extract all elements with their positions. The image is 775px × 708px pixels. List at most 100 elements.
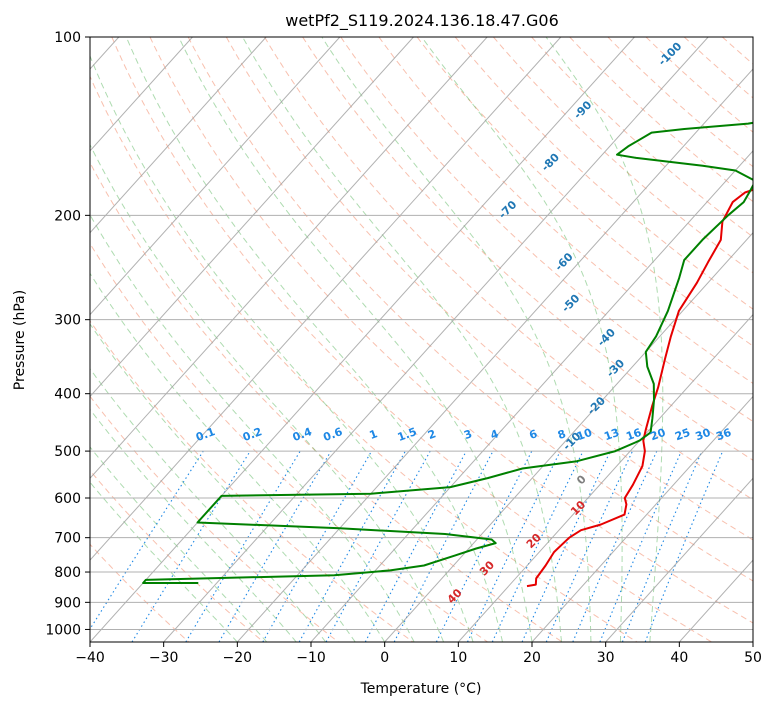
isotherm-line [310, 150, 753, 642]
mixing-ratio-line [298, 450, 406, 642]
mixing-ratio-label: 0.1 [194, 425, 217, 444]
isotherm-line [163, 37, 709, 642]
isotherm-line [90, 37, 488, 480]
isotherm-line [90, 37, 341, 316]
mixing-ratio-label: 10 [575, 426, 594, 444]
dry-adiabat [90, 242, 488, 642]
mixing-ratio-line [435, 450, 533, 642]
isotherm-line [90, 37, 562, 561]
isotherm-line [605, 477, 753, 642]
x-tick-label: 30 [597, 650, 615, 666]
isotherm-line [752, 641, 753, 642]
mixing-ratio-label: 2 [426, 427, 438, 442]
mixing-ratio-label: 30 [694, 426, 713, 444]
moist-adiabat [242, 37, 562, 642]
dry-adiabat [90, 543, 190, 642]
isotherm-label: -100 [656, 39, 685, 68]
mixing-ratio-label: 0.2 [241, 425, 264, 444]
y-tick-label: 400 [54, 387, 81, 403]
y-tick-label: 800 [54, 565, 81, 581]
temperature-line [526, 188, 753, 588]
dry-adiabat [378, 37, 753, 385]
mixing-ratio-line [325, 450, 431, 642]
moist-adiabat [90, 367, 327, 642]
dry-adiabat [416, 37, 753, 347]
moist-adiabat [90, 272, 386, 642]
y-tick-label: 600 [54, 491, 81, 507]
y-tick-label: 1000 [45, 622, 81, 638]
moist-adiabat [90, 323, 356, 642]
dewpoint-line [142, 121, 753, 584]
mixing-ratio-label: 6 [527, 427, 539, 442]
y-tick-label: 900 [54, 595, 81, 611]
mixing-ratio-line [185, 450, 301, 642]
isotherm-label: 0 [574, 472, 589, 487]
dry-adiabat [90, 469, 264, 642]
isotherm-line [531, 395, 753, 642]
isotherm-label: -50 [559, 291, 582, 314]
mixing-ratio-line [393, 450, 494, 642]
mixing-ratio-label: 4 [489, 427, 501, 442]
isotherm-label: -80 [539, 150, 562, 173]
isotherm-line [90, 37, 414, 398]
x-tick-label: 50 [744, 650, 762, 666]
y-axis-label: Pressure (hPa) [12, 290, 28, 390]
isotherm-line [90, 37, 635, 642]
mixing-ratio-line [467, 450, 561, 642]
moist-adiabat [178, 37, 533, 642]
dry-adiabat [761, 37, 775, 642]
dry-adiabat [90, 75, 638, 642]
dry-adiabat [454, 37, 753, 310]
mixing-ratio-line [364, 450, 467, 642]
isotherm-line [90, 37, 267, 234]
dry-adiabat [90, 320, 414, 642]
x-tick-label: 10 [449, 650, 467, 666]
dry-adiabat [340, 37, 753, 423]
moist-adiabat [90, 481, 238, 642]
mixing-ratio-line [491, 450, 584, 642]
mixing-ratio-line [599, 450, 682, 642]
background-lines [90, 37, 775, 642]
axis-ticks: −40 −30 −20 −10 0 10 20 30 40 5010020030040050060… [45, 30, 762, 666]
sounding-series [142, 121, 753, 588]
moist-adiabat [90, 446, 268, 642]
x-tick-label: 40 [670, 650, 688, 666]
x-tick-label: −10 [296, 650, 326, 666]
mixing-ratio-line [521, 450, 611, 642]
isotherm-line [457, 313, 753, 642]
x-tick-label: −20 [223, 650, 253, 666]
mixing-ratio-label: 36 [714, 426, 733, 444]
moist-adiabat [545, 37, 664, 642]
dry-adiabat [531, 37, 753, 238]
x-tick-label: 20 [523, 650, 541, 666]
isotherm-label: 20 [524, 531, 544, 551]
dry-adiabat [187, 37, 753, 582]
dry-adiabat [111, 37, 712, 642]
y-tick-label: 100 [54, 30, 81, 46]
y-tick-label: 300 [54, 313, 81, 329]
moist-adiabat [90, 143, 445, 642]
mixing-ratio-label: 8 [556, 427, 568, 442]
chart-title: wetPf2_S119.2024.136.18.47.G06 [285, 11, 559, 31]
x-tick-label: 0 [380, 650, 389, 666]
mixing-ratio-label: 0.4 [291, 425, 314, 444]
isotherm-label: 30 [477, 558, 497, 578]
dry-adiabat [569, 37, 753, 203]
x-tick-label: −30 [149, 650, 179, 666]
mixing-ratio-line [262, 450, 373, 642]
moist-adiabat [125, 37, 503, 642]
mixing-ratio-label: 3 [462, 427, 474, 442]
mixing-ratio-label: 0.6 [322, 425, 345, 444]
moist-adiabat [90, 408, 297, 642]
mixing-ratio-label: 1 [368, 427, 380, 442]
mixing-ratio-line [545, 450, 633, 642]
mixing-ratio-label: 1.5 [396, 425, 419, 444]
isotherm-line [90, 37, 193, 152]
mixing-ratio-labels: 0.1 0.2 0.4 0.6 1 1.5 2 3 4 6 8 10 13 16 20 25 30 36 [194, 425, 733, 444]
isotherm-line [384, 231, 753, 642]
isotherm-label: -70 [496, 198, 519, 221]
mixing-ratio-line [90, 450, 204, 631]
y-tick-label: 500 [54, 444, 81, 460]
